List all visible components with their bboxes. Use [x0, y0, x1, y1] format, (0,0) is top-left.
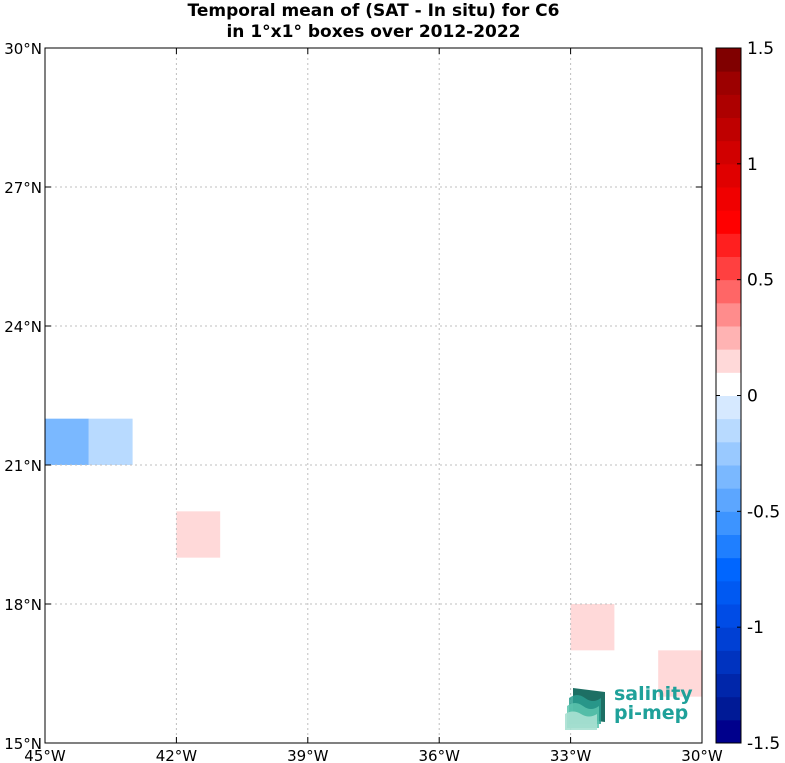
colorbar-tick-label: 1 — [747, 155, 758, 175]
colorbar-tick-label: 1.5 — [747, 39, 774, 59]
colorbar-segment — [716, 326, 741, 350]
colorbar-segment — [716, 511, 741, 535]
chart-title-line1: Temporal mean of (SAT - In situ) for C6 — [187, 1, 560, 21]
colorbar-segment — [716, 418, 741, 443]
colorbar-segment — [716, 256, 741, 281]
colorbar-tick-label: -0.5 — [747, 502, 780, 522]
data-cell — [570, 604, 615, 651]
colorbar-segment — [716, 210, 741, 234]
colorbar-segment — [716, 719, 741, 744]
plot-frame — [44, 47, 703, 744]
colorbar-segment — [716, 627, 741, 651]
x-tick-label: 30°W — [681, 747, 723, 763]
colorbar-tick-label: -1.5 — [747, 734, 780, 754]
colorbar-segment — [716, 465, 741, 489]
colorbar-segment — [716, 557, 741, 582]
wave-logo-icon — [565, 688, 605, 730]
colorbar-segment — [716, 372, 741, 396]
colorbar-segment — [716, 71, 741, 95]
colorbar-segment — [716, 187, 741, 211]
colorbar-segment — [716, 163, 741, 188]
y-tick-label: 15°N — [4, 735, 42, 753]
colorbar-segment — [716, 534, 741, 559]
y-tick-label: 27°N — [4, 179, 42, 197]
colorbar-segment — [716, 441, 741, 466]
colorbar-segment — [716, 395, 741, 420]
colorbar-segment — [716, 48, 741, 72]
y-tick-label: 18°N — [4, 596, 42, 614]
colorbar-segment — [716, 604, 741, 628]
logo-text-salinity: salinity — [614, 683, 693, 705]
colorbar-segment — [716, 650, 741, 674]
salinity-pimep-logo: salinity pi-mep — [565, 684, 695, 730]
colorbar-segment — [716, 488, 741, 512]
colorbar-segment — [716, 233, 741, 257]
y-tick-label: 24°N — [4, 318, 42, 336]
colorbar-segment — [716, 349, 741, 373]
x-tick-label: 36°W — [418, 747, 460, 763]
data-cell — [45, 418, 89, 465]
x-tick-label: 45°W — [24, 747, 66, 763]
chart-title-line2: in 1°x1° boxes over 2012-2022 — [226, 22, 521, 42]
y-tick-label: 21°N — [4, 457, 42, 475]
data-cell — [658, 650, 702, 697]
x-tick-label: 33°W — [550, 747, 592, 763]
colorbar-segment — [716, 140, 741, 165]
x-tick-label: 42°W — [156, 747, 198, 763]
colorbar-tick-label: -1 — [747, 618, 764, 638]
colorbar-segment — [716, 696, 741, 721]
x-tick-label: 39°W — [287, 747, 329, 763]
colorbar-segment — [716, 302, 741, 327]
colorbar-segment — [716, 580, 741, 605]
colorbar-segment — [716, 673, 741, 698]
logo-text-pimep: pi-mep — [614, 702, 689, 724]
data-cell — [88, 418, 133, 465]
colorbar-tick-label: 0 — [747, 387, 758, 407]
colorbar-segment — [716, 94, 741, 118]
colorbar-segment — [716, 279, 741, 304]
data-cell — [176, 511, 221, 558]
colorbar-segment — [716, 117, 741, 142]
colorbar-tick-label: 0.5 — [747, 271, 774, 291]
y-tick-label: 30°N — [4, 40, 42, 58]
